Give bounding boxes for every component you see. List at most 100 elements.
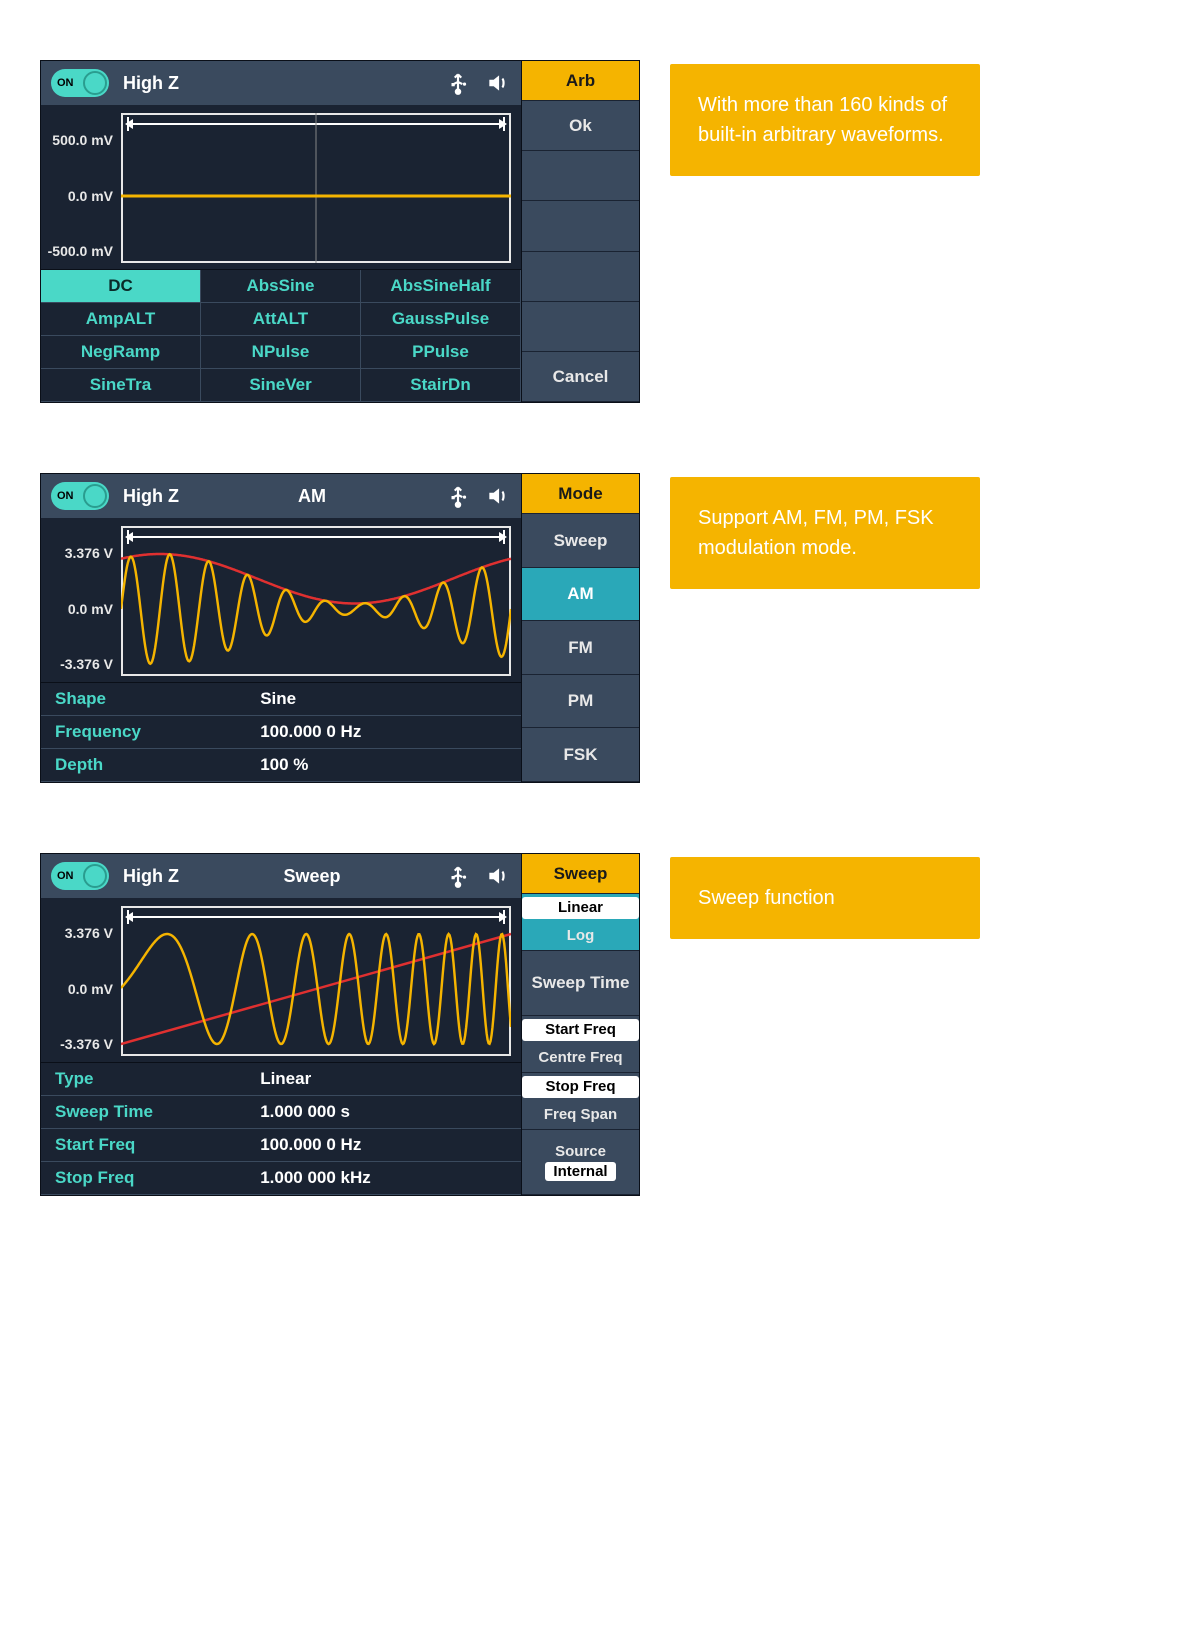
ytick: -3.376 V — [60, 1036, 113, 1052]
split-bottom: Freq Span — [522, 1101, 639, 1129]
y-axis-ticks: 500.0 mV 0.0 mV -500.0 mV — [47, 113, 117, 263]
plot-box: 3.376 V 0.0 mV -3.376 V — [121, 906, 511, 1056]
split-top: Linear — [522, 897, 639, 919]
ytick: 3.376 V — [65, 545, 113, 561]
waveform-option[interactable]: StairDn — [361, 369, 521, 402]
waveform-option[interactable]: AttALT — [201, 303, 361, 336]
waveform-option[interactable]: GaussPulse — [361, 303, 521, 336]
source-label: Source — [555, 1143, 606, 1160]
param-value: Linear — [252, 1063, 521, 1095]
plot-area: 1.00000 ms 500.0 mV 0.0 mV -500.0 mV — [41, 105, 521, 269]
waveform-grid: DCAbsSineAbsSineHalf AmpALTAttALTGaussPul… — [41, 269, 521, 402]
split-top: Start Freq — [522, 1019, 639, 1041]
param-value: 100 % — [252, 749, 521, 781]
side-button-empty — [522, 151, 639, 201]
ytick: 500.0 mV — [52, 132, 113, 148]
speaker-icon — [485, 483, 511, 509]
impedance-label: High Z — [123, 486, 179, 507]
ytick: 0.0 mV — [68, 981, 113, 997]
source-value: Internal — [545, 1162, 615, 1181]
waveform-svg — [121, 906, 511, 1056]
param-value: 1.000 000 kHz — [252, 1162, 521, 1194]
ytick: -500.0 mV — [48, 243, 113, 259]
waveform-option[interactable]: AbsSine — [201, 270, 361, 303]
side-button[interactable]: Ok — [522, 101, 639, 151]
param-row[interactable]: Depth100 % — [41, 749, 521, 782]
side-button-split[interactable]: Stop Freq Freq Span — [522, 1073, 639, 1130]
output-toggle[interactable]: ON — [51, 862, 109, 890]
waveform-option[interactable]: PPulse — [361, 336, 521, 369]
side-button[interactable]: FM — [522, 621, 639, 675]
side-button-empty — [522, 201, 639, 251]
usb-icon — [445, 70, 471, 96]
output-toggle[interactable]: ON — [51, 482, 109, 510]
waveform-option[interactable]: DC — [41, 270, 201, 303]
waveform-option[interactable]: SineVer — [201, 369, 361, 402]
waveform-option[interactable]: SineTra — [41, 369, 201, 402]
side-button[interactable]: Sweep Time — [522, 951, 639, 1016]
side-button[interactable]: AM — [522, 568, 639, 622]
side-button[interactable]: Cancel — [522, 352, 639, 402]
speaker-icon — [485, 70, 511, 96]
param-key: Shape — [41, 683, 252, 715]
waveform-option[interactable]: NegRamp — [41, 336, 201, 369]
device-main: ON High Z 1.00000 ms 500.0 mV 0.0 mV — [41, 61, 521, 402]
param-key: Frequency — [41, 716, 252, 748]
speaker-icon — [485, 863, 511, 889]
side-header: Sweep — [522, 854, 639, 894]
waveform-option[interactable]: AbsSineHalf — [361, 270, 521, 303]
row-sweep: ON High Z Sweep 1.00000 s 3.376 V — [40, 853, 1160, 1196]
params-table: TypeLinearSweep Time1.000 000 sStart Fre… — [41, 1062, 521, 1195]
toggle-label: ON — [57, 490, 74, 502]
mode-label: AM — [298, 486, 326, 507]
param-row[interactable]: Sweep Time1.000 000 s — [41, 1096, 521, 1129]
ytick: -3.376 V — [60, 656, 113, 672]
plot-area: 1.00000 s 3.376 V 0.0 mV -3.376 V — [41, 898, 521, 1062]
param-key: Depth — [41, 749, 252, 781]
callout-sweep: Sweep function — [670, 857, 980, 939]
param-row[interactable]: TypeLinear — [41, 1063, 521, 1096]
side-menu: ModeSweepAMFMPMFSK — [521, 474, 639, 782]
usb-icon — [445, 863, 471, 889]
waveform-option[interactable]: AmpALT — [41, 303, 201, 336]
device-main: ON High Z AM 10.0000 ms 3.376 V — [41, 474, 521, 782]
split-bottom: Centre Freq — [522, 1044, 639, 1072]
side-header: Mode — [522, 474, 639, 514]
param-key: Start Freq — [41, 1129, 252, 1161]
toggle-knob — [83, 864, 107, 888]
param-row[interactable]: Stop Freq1.000 000 kHz — [41, 1162, 521, 1195]
side-button-split[interactable]: Start Freq Centre Freq — [522, 1016, 639, 1073]
split-top: Stop Freq — [522, 1076, 639, 1098]
toggle-knob — [83, 484, 107, 508]
ytick: 3.376 V — [65, 925, 113, 941]
split-bottom: Log — [522, 922, 639, 950]
device-panel-sweep: ON High Z Sweep 1.00000 s 3.376 V — [40, 853, 640, 1196]
plot-box: 500.0 mV 0.0 mV -500.0 mV — [121, 113, 511, 263]
side-menu: ArbOk Cancel — [521, 61, 639, 402]
y-axis-ticks: 3.376 V 0.0 mV -3.376 V — [47, 906, 117, 1056]
side-button-source[interactable]: Source Internal — [522, 1130, 639, 1195]
side-button-empty — [522, 302, 639, 352]
side-header: Arb — [522, 61, 639, 101]
param-row[interactable]: Frequency100.000 0 Hz — [41, 716, 521, 749]
side-menu: Sweep Linear LogSweep Time Start Freq Centre… — [521, 854, 639, 1195]
impedance-label: High Z — [123, 73, 179, 94]
device-panel-arb: ON High Z 1.00000 ms 500.0 mV 0.0 mV — [40, 60, 640, 403]
usb-icon — [445, 483, 471, 509]
row-am: ON High Z AM 10.0000 ms 3.376 V — [40, 473, 1160, 783]
param-row[interactable]: ShapeSine — [41, 683, 521, 716]
side-button[interactable]: FSK — [522, 728, 639, 782]
titlebar: ON High Z — [41, 61, 521, 105]
output-toggle[interactable]: ON — [51, 69, 109, 97]
side-button-split[interactable]: Linear Log — [522, 894, 639, 951]
mode-label: Sweep — [283, 866, 340, 887]
waveform-option[interactable]: NPulse — [201, 336, 361, 369]
toggle-label: ON — [57, 870, 74, 882]
side-button[interactable]: Sweep — [522, 514, 639, 568]
side-button[interactable]: PM — [522, 675, 639, 729]
device-main: ON High Z Sweep 1.00000 s 3.376 V — [41, 854, 521, 1195]
param-row[interactable]: Start Freq100.000 0 Hz — [41, 1129, 521, 1162]
callout-arb: With more than 160 kinds of built-in arb… — [670, 64, 980, 176]
plot-area: 10.0000 ms 3.376 V 0.0 mV -3.376 V — [41, 518, 521, 682]
param-value: 1.000 000 s — [252, 1096, 521, 1128]
